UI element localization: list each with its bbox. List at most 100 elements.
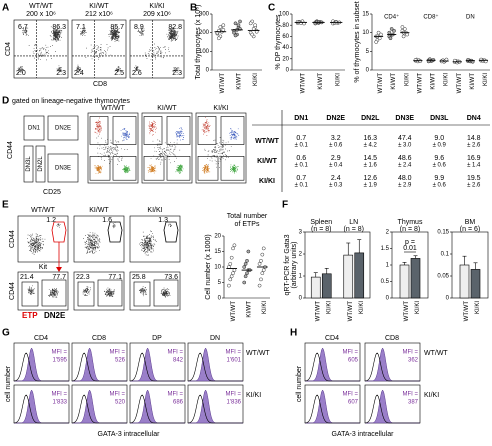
group-n: (n = 8) xyxy=(311,226,331,233)
bar xyxy=(354,252,365,299)
histogram-control xyxy=(364,352,420,382)
gate xyxy=(153,279,179,307)
label: 82.8 xyxy=(168,24,182,31)
table-header: DN2L xyxy=(361,115,380,122)
mfi-value: 526 xyxy=(115,358,126,364)
label: 212 x10⁶ xyxy=(85,11,113,18)
table-cell: ± 0.3 xyxy=(329,183,343,189)
label: GATA-3 intracellular xyxy=(332,431,395,438)
histogram-control xyxy=(129,394,185,424)
data-point xyxy=(260,252,265,257)
gate xyxy=(166,156,191,181)
row-label: KI/KI xyxy=(424,392,439,399)
chart-title: Total number xyxy=(227,213,268,220)
table-cell: 9.9 xyxy=(434,175,444,182)
table-cell: 14.8 xyxy=(467,135,481,142)
column-title: CD4 xyxy=(34,335,48,342)
y-tick-label: 2 xyxy=(386,230,390,236)
data-point xyxy=(388,36,393,41)
row-label: WT/WT xyxy=(255,138,279,145)
table-cell: 16.3 xyxy=(363,135,377,142)
flow-dots xyxy=(148,120,157,136)
x-tick-label: KI/WT xyxy=(391,73,397,90)
mfi-label: MFI = xyxy=(51,350,67,356)
table-header: DN3L xyxy=(430,115,449,122)
table-cell: 19.5 xyxy=(467,175,481,182)
label: 2.5 xyxy=(114,70,124,77)
table-cell: ± 3.0 xyxy=(398,143,412,149)
flow-dots xyxy=(139,223,172,256)
table-cell: ± 2.6 xyxy=(467,143,481,149)
flow-dots xyxy=(83,222,116,254)
label: 209 x10⁶ xyxy=(143,11,171,18)
schematic-gate xyxy=(47,115,79,141)
label: cell number xyxy=(296,365,303,402)
bar xyxy=(470,269,481,299)
label: 200 x 10⁶ xyxy=(26,11,56,18)
flow-plot xyxy=(73,215,125,263)
row-label: KI/KI xyxy=(259,178,275,185)
flow-dots xyxy=(175,164,184,174)
x-tick-label: KI/KI xyxy=(359,301,365,314)
y-axis-label: % DP thymocytes xyxy=(275,14,282,70)
histogram-control xyxy=(13,394,69,424)
y-tick-label: 40 xyxy=(282,45,289,51)
label: CD44 xyxy=(7,141,14,159)
table-cell: ± 2.4 xyxy=(398,163,412,169)
mfi-value: 387 xyxy=(408,400,419,406)
label: CD44 xyxy=(9,282,16,300)
table-cell: 3.2 xyxy=(331,135,341,142)
y-tick-label: 1 xyxy=(299,274,303,280)
data-point xyxy=(389,27,394,31)
panel-label: F xyxy=(282,200,288,211)
mfi-label: MFI = xyxy=(167,392,183,398)
y-tick-label: 0 xyxy=(286,68,290,74)
gate-label: gated on lineage-negative thymocytes xyxy=(12,98,130,105)
histogram-control xyxy=(129,352,185,382)
data-point xyxy=(227,283,231,288)
data-point xyxy=(232,243,237,248)
gate xyxy=(21,281,39,307)
group-title: Spleen xyxy=(310,219,332,226)
gate xyxy=(220,116,245,145)
mfi-label: MFI = xyxy=(225,392,241,398)
table-cell: ± 1.9 xyxy=(364,183,378,189)
flow-dots xyxy=(120,128,130,141)
label: 21.4 xyxy=(20,274,34,281)
x-tick-label: WT/WT xyxy=(457,73,463,94)
y-tick-label: 15 xyxy=(362,12,369,18)
table-header: DN4 xyxy=(467,115,481,122)
y-tick-label: 0 xyxy=(206,68,210,74)
data-point xyxy=(217,36,221,41)
mfi-label: MFI = xyxy=(167,350,183,356)
table-cell: ± 0.6 xyxy=(329,143,343,149)
column-title: CD4 xyxy=(325,335,339,342)
data-point xyxy=(405,32,409,37)
x-tick-label: KI/KI xyxy=(326,301,332,314)
y-tick-label: 1.5 xyxy=(381,246,390,252)
bar xyxy=(399,264,410,299)
y-tick-label: 100 xyxy=(279,12,290,18)
table-cell: 0.6 xyxy=(296,155,306,162)
data-point xyxy=(401,34,406,39)
flow-dots xyxy=(94,117,102,135)
table-header: DN3E xyxy=(395,115,414,122)
flow-dots xyxy=(17,26,63,74)
histogram-control xyxy=(71,394,127,424)
y-tick-label: 0.5 xyxy=(381,279,390,285)
column-title: CD8 xyxy=(385,335,399,342)
table-cell: ± 1.4 xyxy=(467,163,481,169)
y-tick-label: 10 xyxy=(362,30,369,36)
data-point xyxy=(221,23,226,28)
x-tick-label: KI/KI xyxy=(444,73,450,86)
gate xyxy=(197,156,219,181)
table-cell: ± 0.9 xyxy=(433,143,447,149)
row-label: WT/WT xyxy=(246,350,270,357)
table-cell: 2.9 xyxy=(331,155,341,162)
gate xyxy=(197,116,217,145)
table-cell: ± 2.9 xyxy=(398,183,412,189)
mfi-value: 362 xyxy=(408,358,419,364)
flow-dots xyxy=(202,163,211,174)
flow-dots xyxy=(82,286,115,297)
gate xyxy=(97,279,123,307)
